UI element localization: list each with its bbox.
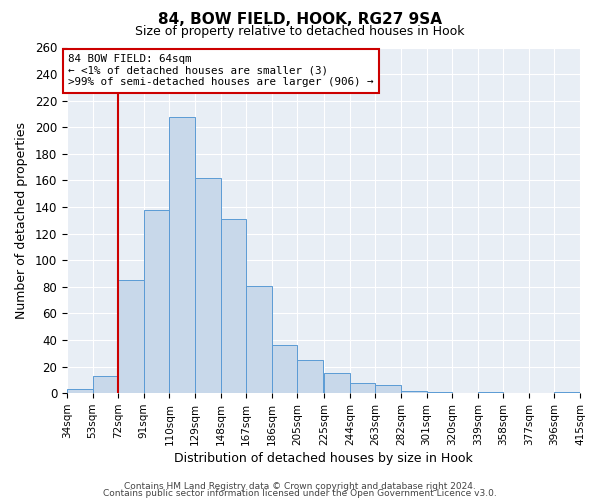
Bar: [195, 178, 221, 393]
Bar: [67, 389, 92, 393]
Bar: [92, 376, 118, 393]
Text: Contains HM Land Registry data © Crown copyright and database right 2024.: Contains HM Land Registry data © Crown c…: [124, 482, 476, 491]
Y-axis label: Number of detached properties: Number of detached properties: [15, 122, 28, 319]
Bar: [118, 280, 144, 393]
Bar: [144, 210, 169, 393]
Bar: [169, 116, 195, 393]
Text: 84, BOW FIELD, HOOK, RG27 9SA: 84, BOW FIELD, HOOK, RG27 9SA: [158, 12, 442, 28]
Bar: [478, 392, 503, 393]
X-axis label: Distribution of detached houses by size in Hook: Distribution of detached houses by size …: [174, 452, 473, 465]
Bar: [554, 392, 580, 393]
Text: Contains public sector information licensed under the Open Government Licence v3: Contains public sector information licen…: [103, 490, 497, 498]
Bar: [221, 219, 246, 393]
Text: Size of property relative to detached houses in Hook: Size of property relative to detached ho…: [135, 25, 465, 38]
Text: 84 BOW FIELD: 64sqm
← <1% of detached houses are smaller (3)
>99% of semi-detach: 84 BOW FIELD: 64sqm ← <1% of detached ho…: [68, 54, 374, 88]
Bar: [272, 346, 297, 393]
Bar: [246, 286, 272, 393]
Bar: [401, 390, 427, 393]
Bar: [297, 360, 323, 393]
Bar: [376, 385, 401, 393]
Bar: [350, 382, 376, 393]
Bar: [427, 392, 452, 393]
Bar: [324, 374, 350, 393]
